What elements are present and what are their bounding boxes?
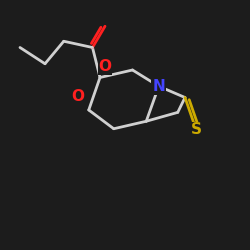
Text: O: O (98, 59, 112, 74)
Text: O: O (71, 89, 84, 104)
Text: N: N (152, 79, 165, 94)
Text: S: S (191, 122, 202, 138)
